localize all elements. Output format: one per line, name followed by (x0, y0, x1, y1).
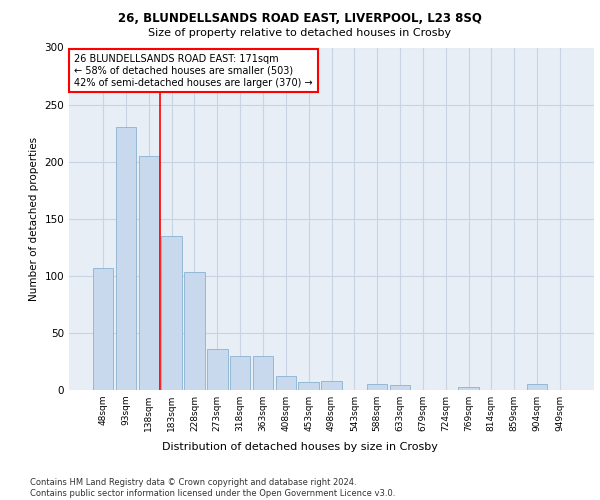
Bar (298, 382, 319, 390)
Bar (161, 236, 182, 390)
Text: Distribution of detached houses by size in Crosby: Distribution of detached houses by size … (162, 442, 438, 452)
Bar (321, 381, 342, 390)
Text: Contains HM Land Registry data © Crown copyright and database right 2024.
Contai: Contains HM Land Registry data © Crown c… (30, 478, 395, 498)
Bar (184, 272, 205, 390)
Text: Size of property relative to detached houses in Crosby: Size of property relative to detached ho… (148, 28, 452, 38)
Bar (93, 268, 113, 390)
Y-axis label: Number of detached properties: Number of detached properties (29, 136, 39, 301)
Bar (230, 356, 250, 390)
Bar (527, 384, 547, 390)
Bar (458, 386, 479, 390)
Text: 26 BLUNDELLSANDS ROAD EAST: 171sqm
← 58% of detached houses are smaller (503)
42: 26 BLUNDELLSANDS ROAD EAST: 171sqm ← 58%… (74, 54, 313, 88)
Bar (207, 349, 227, 390)
Bar (116, 128, 136, 390)
Text: 26, BLUNDELLSANDS ROAD EAST, LIVERPOOL, L23 8SQ: 26, BLUNDELLSANDS ROAD EAST, LIVERPOOL, … (118, 12, 482, 26)
Bar (390, 386, 410, 390)
Bar (367, 384, 388, 390)
Bar (275, 376, 296, 390)
Bar (139, 156, 159, 390)
Bar (253, 356, 273, 390)
